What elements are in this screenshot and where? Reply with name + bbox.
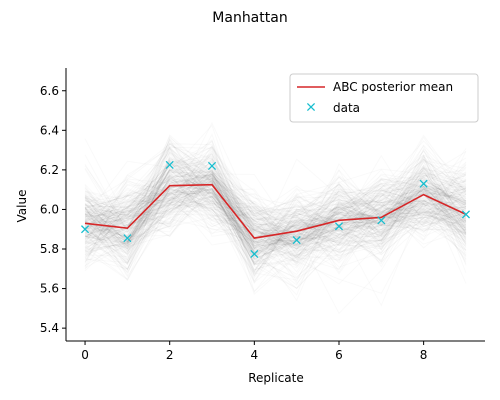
data-point	[334, 222, 344, 231]
y-ticks: 5.4 5.6 5.8 6.0 6.2 6.4 6.6	[40, 84, 66, 335]
data-point	[419, 179, 428, 188]
y-tick-label: 5.6	[40, 282, 59, 296]
x-tick-label: 8	[420, 348, 428, 362]
posterior-mean-series	[84, 183, 467, 239]
plot-area	[80, 123, 471, 313]
data-point	[207, 161, 217, 170]
x-tick-label: 6	[335, 348, 343, 362]
data-point	[292, 236, 301, 245]
y-tick-label: 5.4	[40, 321, 59, 335]
data-point	[165, 160, 174, 169]
y-tick-label: 6.0	[40, 202, 59, 216]
x-tick-label: 0	[81, 348, 89, 362]
legend-frame	[289, 73, 479, 123]
y-axis-label: Value	[15, 190, 29, 223]
data-point	[250, 249, 259, 259]
data-series	[80, 160, 471, 259]
posterior-mean-line	[84, 183, 467, 239]
data-point	[123, 234, 132, 243]
axes: 0 2 4 6 8 5.4 5.6 5.8 6.0 6.2 6.4 6.6	[40, 68, 485, 362]
x-axis-label: Replicate	[248, 371, 304, 385]
posterior-sample-lines	[85, 123, 466, 313]
data-point	[461, 210, 471, 219]
y-tick-label: 5.8	[40, 242, 59, 256]
legend-label-data: data	[333, 101, 360, 115]
x-ticks: 0 2 4 6 8	[81, 341, 427, 362]
y-tick-label: 6.2	[40, 163, 59, 177]
legend-swatch-data	[306, 102, 316, 112]
legend-x-marker	[306, 102, 316, 112]
data-point	[80, 225, 90, 234]
data-point	[377, 216, 386, 225]
y-tick-label: 6.4	[40, 123, 59, 137]
x-tick-label: 4	[251, 348, 259, 362]
legend: ABC posterior mean data	[289, 73, 479, 123]
x-tick-label: 2	[166, 348, 174, 362]
chart-title: Manhattan	[212, 10, 287, 26]
y-tick-label: 6.6	[40, 84, 59, 98]
legend-label-posterior-mean: ABC posterior mean	[333, 80, 453, 94]
